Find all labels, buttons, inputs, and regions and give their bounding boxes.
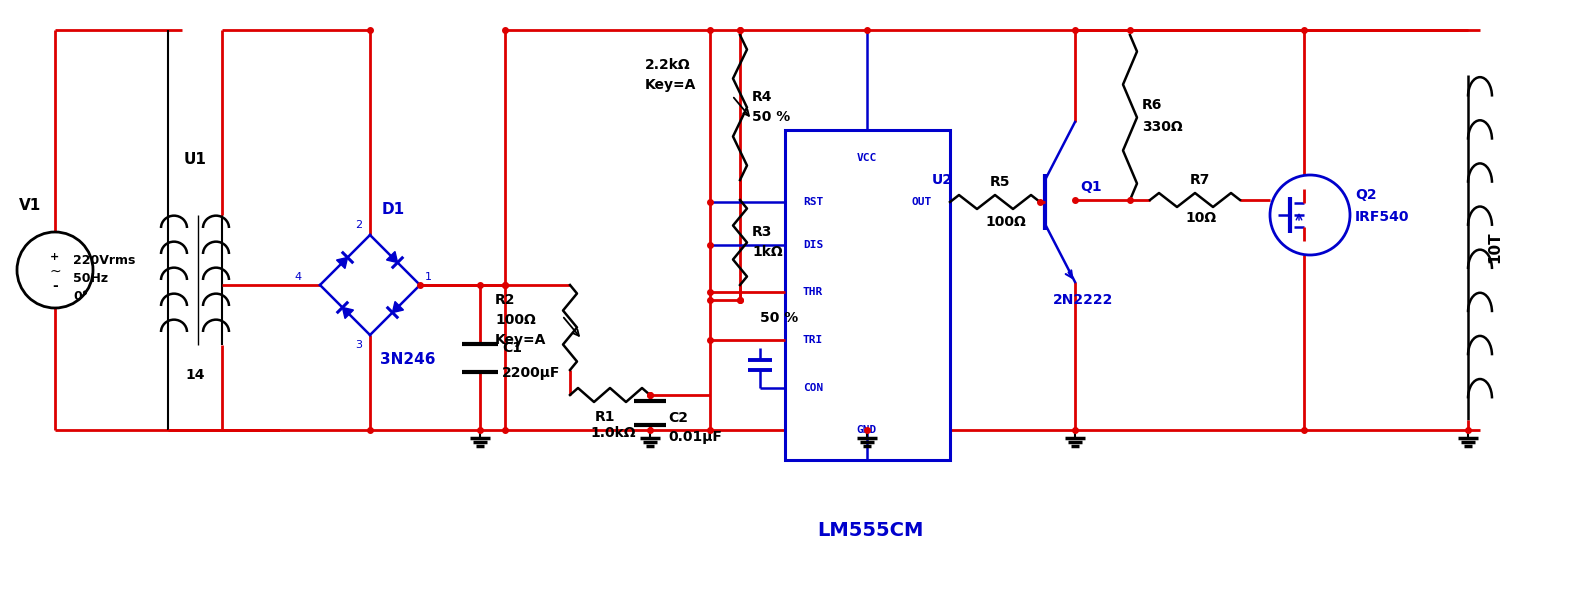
Text: 2.2kΩ: 2.2kΩ bbox=[646, 58, 690, 72]
Text: THR: THR bbox=[803, 287, 823, 297]
Text: Key=A: Key=A bbox=[496, 333, 547, 347]
Text: R1: R1 bbox=[595, 410, 615, 424]
Text: 100Ω: 100Ω bbox=[496, 313, 536, 327]
Text: Q1: Q1 bbox=[1081, 180, 1101, 194]
Text: ~: ~ bbox=[49, 265, 61, 279]
Text: CON: CON bbox=[803, 383, 823, 393]
Text: OUT: OUT bbox=[912, 197, 932, 207]
Polygon shape bbox=[336, 257, 347, 268]
Text: Key=A: Key=A bbox=[646, 78, 697, 92]
FancyBboxPatch shape bbox=[784, 130, 950, 460]
Text: R4: R4 bbox=[752, 90, 773, 104]
Text: R5: R5 bbox=[990, 175, 1011, 189]
Text: 1: 1 bbox=[426, 272, 432, 282]
Text: V1: V1 bbox=[19, 198, 41, 212]
Text: 4: 4 bbox=[295, 272, 301, 282]
Text: GND: GND bbox=[858, 425, 877, 435]
Text: 2: 2 bbox=[355, 220, 362, 230]
Text: IRF540: IRF540 bbox=[1355, 210, 1409, 224]
Text: U2: U2 bbox=[932, 173, 953, 187]
Text: 1.0kΩ: 1.0kΩ bbox=[590, 426, 636, 440]
Text: 14: 14 bbox=[185, 368, 204, 382]
Text: 2N2222: 2N2222 bbox=[1054, 293, 1113, 307]
Text: 1kΩ: 1kΩ bbox=[752, 245, 783, 259]
Text: 220Vrms: 220Vrms bbox=[73, 254, 135, 267]
Text: 0°: 0° bbox=[73, 290, 88, 303]
Text: C2: C2 bbox=[668, 411, 689, 424]
Text: 50Hz: 50Hz bbox=[73, 271, 108, 284]
Text: LM555CM: LM555CM bbox=[816, 520, 923, 539]
Text: 10Ω: 10Ω bbox=[1184, 211, 1216, 225]
Text: 330Ω: 330Ω bbox=[1141, 120, 1183, 134]
Text: RST: RST bbox=[803, 197, 823, 207]
Text: 10T: 10T bbox=[1487, 231, 1503, 263]
Text: R3: R3 bbox=[752, 225, 773, 239]
Text: DIS: DIS bbox=[803, 240, 823, 250]
Text: 2200µF: 2200µF bbox=[502, 365, 561, 379]
Text: 3N246: 3N246 bbox=[379, 352, 435, 368]
Text: R2: R2 bbox=[496, 293, 515, 307]
Polygon shape bbox=[343, 307, 354, 319]
Text: U1: U1 bbox=[183, 152, 207, 168]
Text: 100Ω: 100Ω bbox=[985, 215, 1027, 229]
Text: -: - bbox=[53, 279, 57, 293]
Text: TRI: TRI bbox=[803, 335, 823, 345]
Polygon shape bbox=[392, 301, 403, 313]
Text: 50 %: 50 % bbox=[760, 311, 799, 325]
Polygon shape bbox=[386, 251, 397, 263]
Text: +: + bbox=[51, 252, 59, 262]
Text: R6: R6 bbox=[1141, 98, 1162, 112]
Text: D1: D1 bbox=[383, 202, 405, 218]
Text: VCC: VCC bbox=[858, 153, 877, 163]
Text: 0.01µF: 0.01µF bbox=[668, 431, 722, 444]
Text: 3: 3 bbox=[355, 340, 362, 350]
Text: R7: R7 bbox=[1191, 173, 1210, 187]
Text: C1: C1 bbox=[502, 340, 521, 355]
Text: 50 %: 50 % bbox=[752, 110, 791, 124]
Text: Q2: Q2 bbox=[1355, 188, 1377, 202]
